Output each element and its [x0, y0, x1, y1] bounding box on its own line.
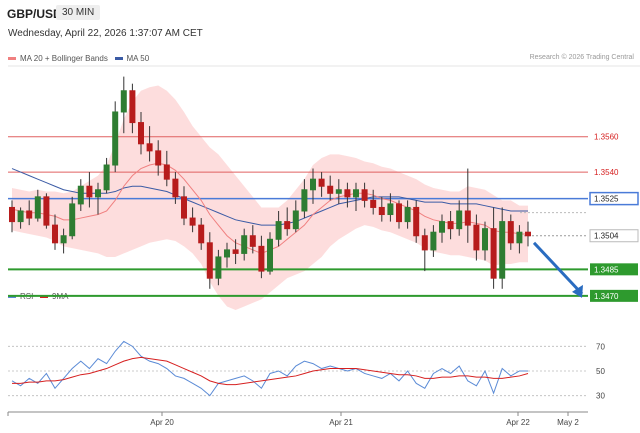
candle-body: [353, 189, 359, 198]
candle-body: [69, 203, 76, 237]
candle-body: [189, 217, 196, 226]
level-tag-box: [589, 229, 639, 243]
timeframe-badge[interactable]: 30 MIN: [56, 5, 101, 20]
x-tick-label-2: Apr 22: [506, 418, 530, 427]
rsi-tick-70: 70: [596, 342, 605, 351]
candle-body: [335, 189, 342, 194]
datetime-label: Wednesday, April 22, 2026 1:37:07 AM CET: [8, 28, 203, 39]
candle-body: [413, 206, 420, 237]
candle-body: [206, 242, 213, 279]
candle-body: [241, 235, 248, 254]
level-tag-box: [589, 191, 639, 206]
candle-body: [430, 231, 437, 251]
candle-body: [439, 221, 445, 233]
candle-body: [95, 189, 101, 198]
level-tag-1-3485: 1.3485: [594, 265, 619, 274]
candle-body: [361, 189, 368, 201]
level-tag-1-3540: 1.3540: [594, 168, 619, 177]
candle-body: [387, 203, 394, 216]
candle-body: [138, 122, 144, 145]
candle-body: [60, 235, 67, 244]
level-tag-1-3560: 1.3560: [594, 133, 619, 142]
candle-body: [525, 231, 531, 237]
candle-body: [378, 206, 385, 216]
level-tag-1-3525: 1.3525: [594, 195, 619, 204]
candle-body: [198, 224, 205, 244]
rsi-tick-50: 50: [596, 367, 605, 376]
candle-body: [43, 196, 50, 226]
candle-body: [120, 90, 127, 113]
candle-body: [146, 143, 153, 152]
candle-body: [318, 178, 325, 187]
chart-header: GBP/USD 30 MIN: [0, 0, 640, 26]
x-tick-label-3: May 2: [557, 418, 579, 427]
candle-body: [17, 210, 24, 223]
rsi-swatch: [8, 295, 16, 299]
level-tag-box: [590, 289, 638, 302]
candle-body: [490, 228, 497, 279]
price-legend: MA 20 + Bollinger Bands MA 50: [8, 54, 149, 63]
candle-body: [86, 185, 93, 198]
candle-body: [310, 178, 316, 191]
ma20-swatch: [8, 57, 16, 61]
candle-body: [370, 199, 377, 208]
candle-body: [9, 206, 15, 223]
candle-body: [26, 210, 33, 219]
candle-body: [267, 238, 273, 272]
candle-body: [232, 249, 239, 254]
candle-body: [421, 235, 428, 251]
ma20-legend-label: MA 20 + Bollinger Bands: [20, 54, 108, 63]
candle-body: [112, 111, 119, 166]
candle-body: [473, 224, 480, 251]
candle-body: [77, 185, 84, 205]
candle-body: [34, 196, 41, 219]
candle-body: [163, 164, 170, 180]
candle-body: [172, 178, 179, 198]
symbol-label: GBP/USD: [7, 7, 62, 21]
candle-body: [482, 228, 488, 251]
candle-body: [249, 235, 256, 247]
candle-body: [224, 249, 230, 258]
forecast-arrow-shaft: [532, 241, 584, 295]
candle-body: [103, 164, 110, 191]
candle-body: [456, 210, 463, 230]
candle-body: [52, 224, 58, 244]
candle-body: [292, 210, 299, 230]
level-tag-1-3470: 1.3470: [594, 292, 619, 301]
candle-body: [516, 231, 523, 244]
level-tag-box: [590, 130, 638, 143]
level-tag-box: [590, 263, 638, 276]
candle-body: [499, 221, 506, 279]
x-tick-label-1: Apr 21: [329, 418, 353, 427]
source-credit: Research © 2026 Trading Central: [529, 54, 634, 61]
x-tick-label-0: Apr 20: [150, 418, 174, 427]
candle-body: [447, 221, 454, 230]
level-tag-1-3504: 1.3504: [594, 232, 619, 241]
candle-body: [344, 189, 351, 198]
candle-body: [464, 210, 471, 226]
forecast-arrow-head: [572, 284, 583, 298]
candle-body: [181, 196, 187, 219]
rsi-line: [11, 340, 528, 397]
candle-body: [275, 221, 282, 240]
candle-body: [215, 256, 222, 279]
candle-body: [396, 203, 402, 223]
candle-body: [258, 245, 265, 272]
rsi-ma-swatch: [40, 295, 49, 299]
ma50-legend-label: MA 50: [126, 54, 150, 63]
candle-body: [129, 90, 136, 124]
candle-body: [404, 206, 411, 223]
rsi-ma-line: [12, 356, 529, 386]
candle-body: [507, 221, 514, 244]
candle-body: [284, 221, 291, 230]
rsi-tick-30: 30: [596, 392, 605, 401]
ma50-swatch: [114, 57, 123, 61]
candle-body: [155, 150, 162, 166]
level-tag-box: [590, 166, 638, 179]
candle-body: [301, 189, 308, 212]
candle-body: [327, 185, 334, 194]
